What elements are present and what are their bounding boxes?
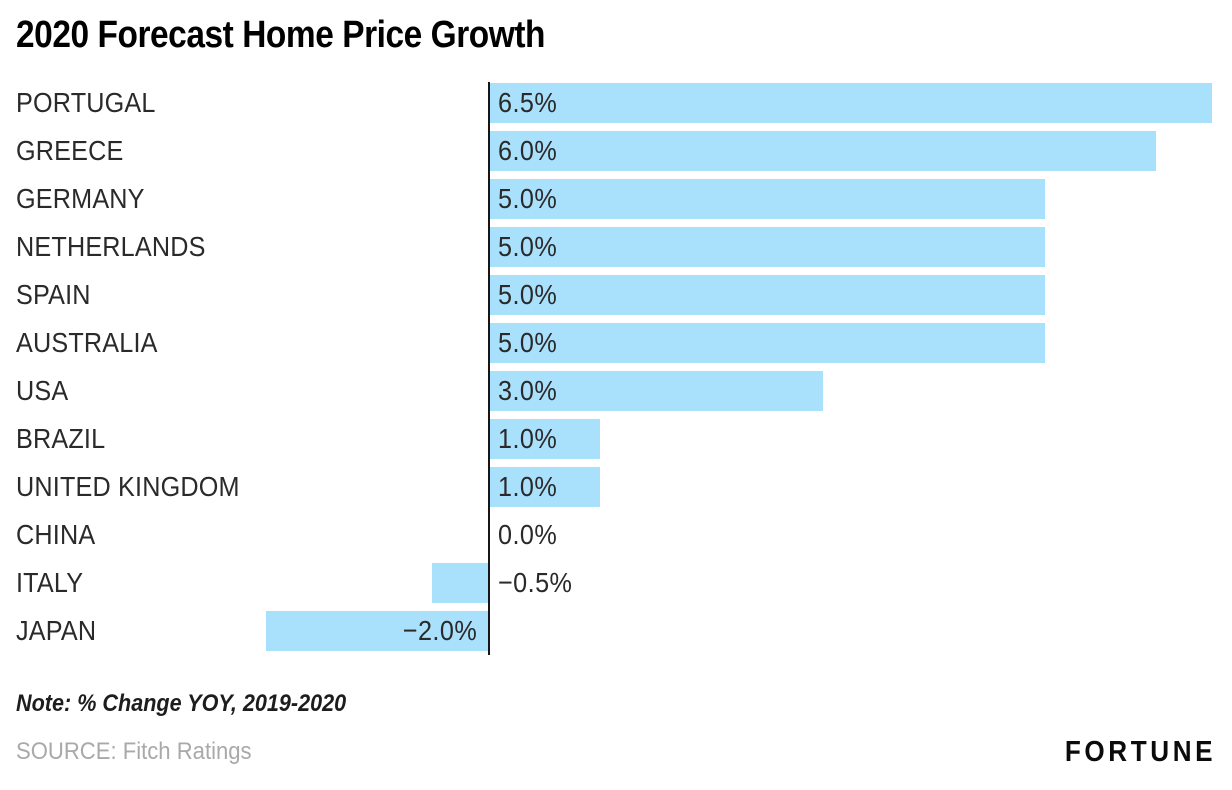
bar: [489, 371, 823, 411]
value-label: 5.0%: [498, 231, 558, 262]
source-text: SOURCE: Fitch Ratings: [16, 738, 252, 765]
value-label: −2.0%: [402, 615, 478, 646]
category-label: NETHERLANDS: [16, 231, 206, 262]
note-text: Note: % Change YOY, 2019-2020: [16, 690, 347, 717]
category-label: SPAIN: [16, 279, 91, 310]
bar: [489, 179, 1045, 219]
bar: [489, 323, 1045, 363]
category-label: PORTUGAL: [16, 87, 156, 118]
bar: [489, 419, 600, 459]
value-label: 6.5%: [498, 87, 558, 118]
value-label: 5.0%: [498, 327, 558, 358]
zero-axis-line: [488, 82, 490, 655]
bar: [489, 83, 1212, 123]
value-label: 6.0%: [498, 135, 558, 166]
category-label: JAPAN: [16, 615, 97, 646]
fortune-logo: FORTUNE: [1064, 736, 1216, 768]
value-label: 1.0%: [498, 471, 558, 502]
bar: [489, 467, 600, 507]
bar: [489, 227, 1045, 267]
chart-title: 2020 Forecast Home Price Growth: [16, 14, 546, 56]
category-label: CHINA: [16, 519, 96, 550]
value-label: 5.0%: [498, 279, 558, 310]
category-label: AUSTRALIA: [16, 327, 158, 358]
category-label: GERMANY: [16, 183, 145, 214]
bar: [266, 611, 488, 651]
category-label: BRAZIL: [16, 423, 106, 454]
bar: [432, 563, 488, 603]
value-label: −0.5%: [498, 567, 573, 598]
value-label: 0.0%: [498, 519, 558, 550]
bar: [489, 275, 1045, 315]
category-label: USA: [16, 375, 69, 406]
bar: [489, 131, 1156, 171]
category-label: GREECE: [16, 135, 124, 166]
value-label: 3.0%: [498, 375, 558, 406]
value-label: 5.0%: [498, 183, 558, 214]
value-label: 1.0%: [498, 423, 558, 454]
category-label: UNITED KINGDOM: [16, 471, 240, 502]
category-label: ITALY: [16, 567, 84, 598]
